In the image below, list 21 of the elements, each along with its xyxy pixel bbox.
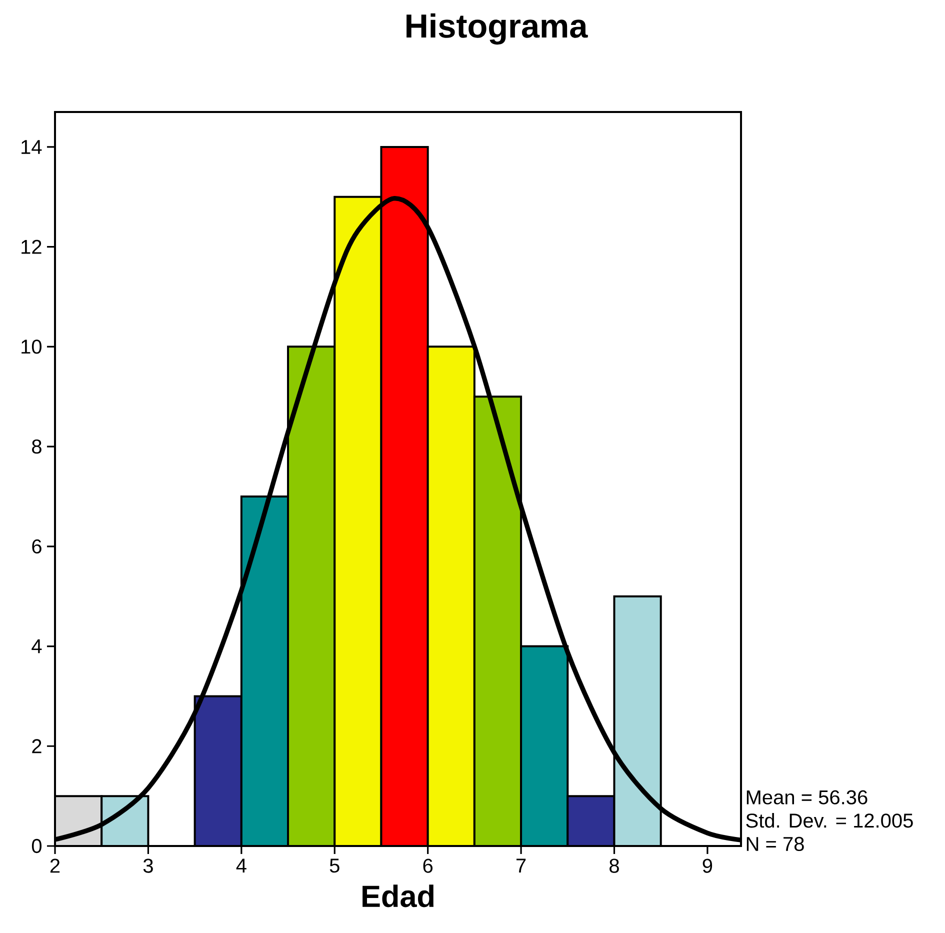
y-tick-label: 14 (22, 140, 42, 154)
text: Std. Dev. = 12.005 (746, 813, 913, 828)
y-tick-label: 8 (32, 439, 42, 454)
y-tick-label: 0 (32, 838, 42, 854)
x-tick-label: 7 (516, 858, 526, 872)
text: N = 78 (746, 836, 804, 852)
x-tick-label: 6 (423, 858, 433, 873)
x-tick-label: 3 (143, 858, 153, 873)
text: Mean = 56.36 (746, 790, 868, 804)
x-tick-label: 2 (50, 858, 60, 873)
y-tick-label: 6 (32, 539, 42, 554)
x-tick-label: 5 (330, 858, 340, 873)
y-tick-label: 2 (32, 739, 42, 754)
x-axis-title: Edad (362, 884, 434, 908)
y-tick-label: 4 (32, 639, 42, 654)
x-tick-label: 9 (702, 858, 712, 873)
chart-title: Histograma (406, 13, 588, 45)
y-tick-label: 12 (22, 240, 42, 254)
x-tick-label: 8 (610, 858, 619, 873)
y-tick-label: 10 (22, 340, 42, 354)
x-tick-label: 4 (236, 858, 246, 872)
